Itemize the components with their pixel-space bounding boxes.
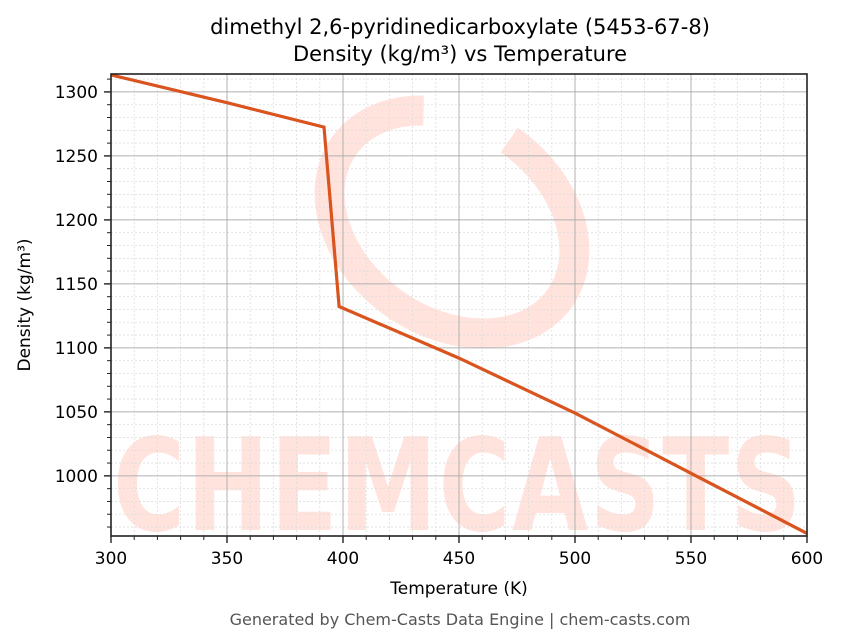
y-tick-label: 1100 xyxy=(55,339,98,359)
x-tick-label: 450 xyxy=(443,549,475,569)
x-tick-label: 300 xyxy=(95,549,127,569)
y-tick-label: 1200 xyxy=(55,211,98,231)
y-tick-label: 1150 xyxy=(55,275,98,295)
x-tick-label: 500 xyxy=(559,549,591,569)
axis-ticks xyxy=(104,78,808,543)
y-tick-label: 1250 xyxy=(55,147,98,167)
density-line xyxy=(110,73,808,535)
footer-credit: Generated by Chem-Casts Data Engine | ch… xyxy=(230,610,691,629)
x-tick-label: 400 xyxy=(327,549,359,569)
watermark-text: CHEMCASTS xyxy=(113,412,803,561)
x-tick-label: 600 xyxy=(791,549,823,569)
watermark-logo-icon xyxy=(314,95,590,349)
x-axis-label: Temperature (K) xyxy=(389,579,528,599)
x-tick-label: 350 xyxy=(211,549,243,569)
y-tick-label: 1050 xyxy=(55,403,98,423)
x-tick-labels: 300 350 400 450 500 550 600 xyxy=(95,549,823,569)
x-tick-label: 550 xyxy=(675,549,707,569)
chart-title-line1: dimethyl 2,6-pyridinedicarboxylate (5453… xyxy=(210,15,710,39)
watermark: CHEMCASTS xyxy=(113,95,803,561)
y-axis-label: Density (kg/m³) xyxy=(15,238,35,371)
chart-title-line2: Density (kg/m³) vs Temperature xyxy=(293,42,627,66)
plot-area: CHEMCASTS 300 350 400 450 500 550 600 1000 1050… xyxy=(55,73,823,569)
y-tick-label: 1000 xyxy=(55,467,98,487)
y-tick-labels: 1000 1050 1100 1150 1200 1250 1300 xyxy=(55,83,98,487)
y-tick-label: 1300 xyxy=(55,83,98,103)
